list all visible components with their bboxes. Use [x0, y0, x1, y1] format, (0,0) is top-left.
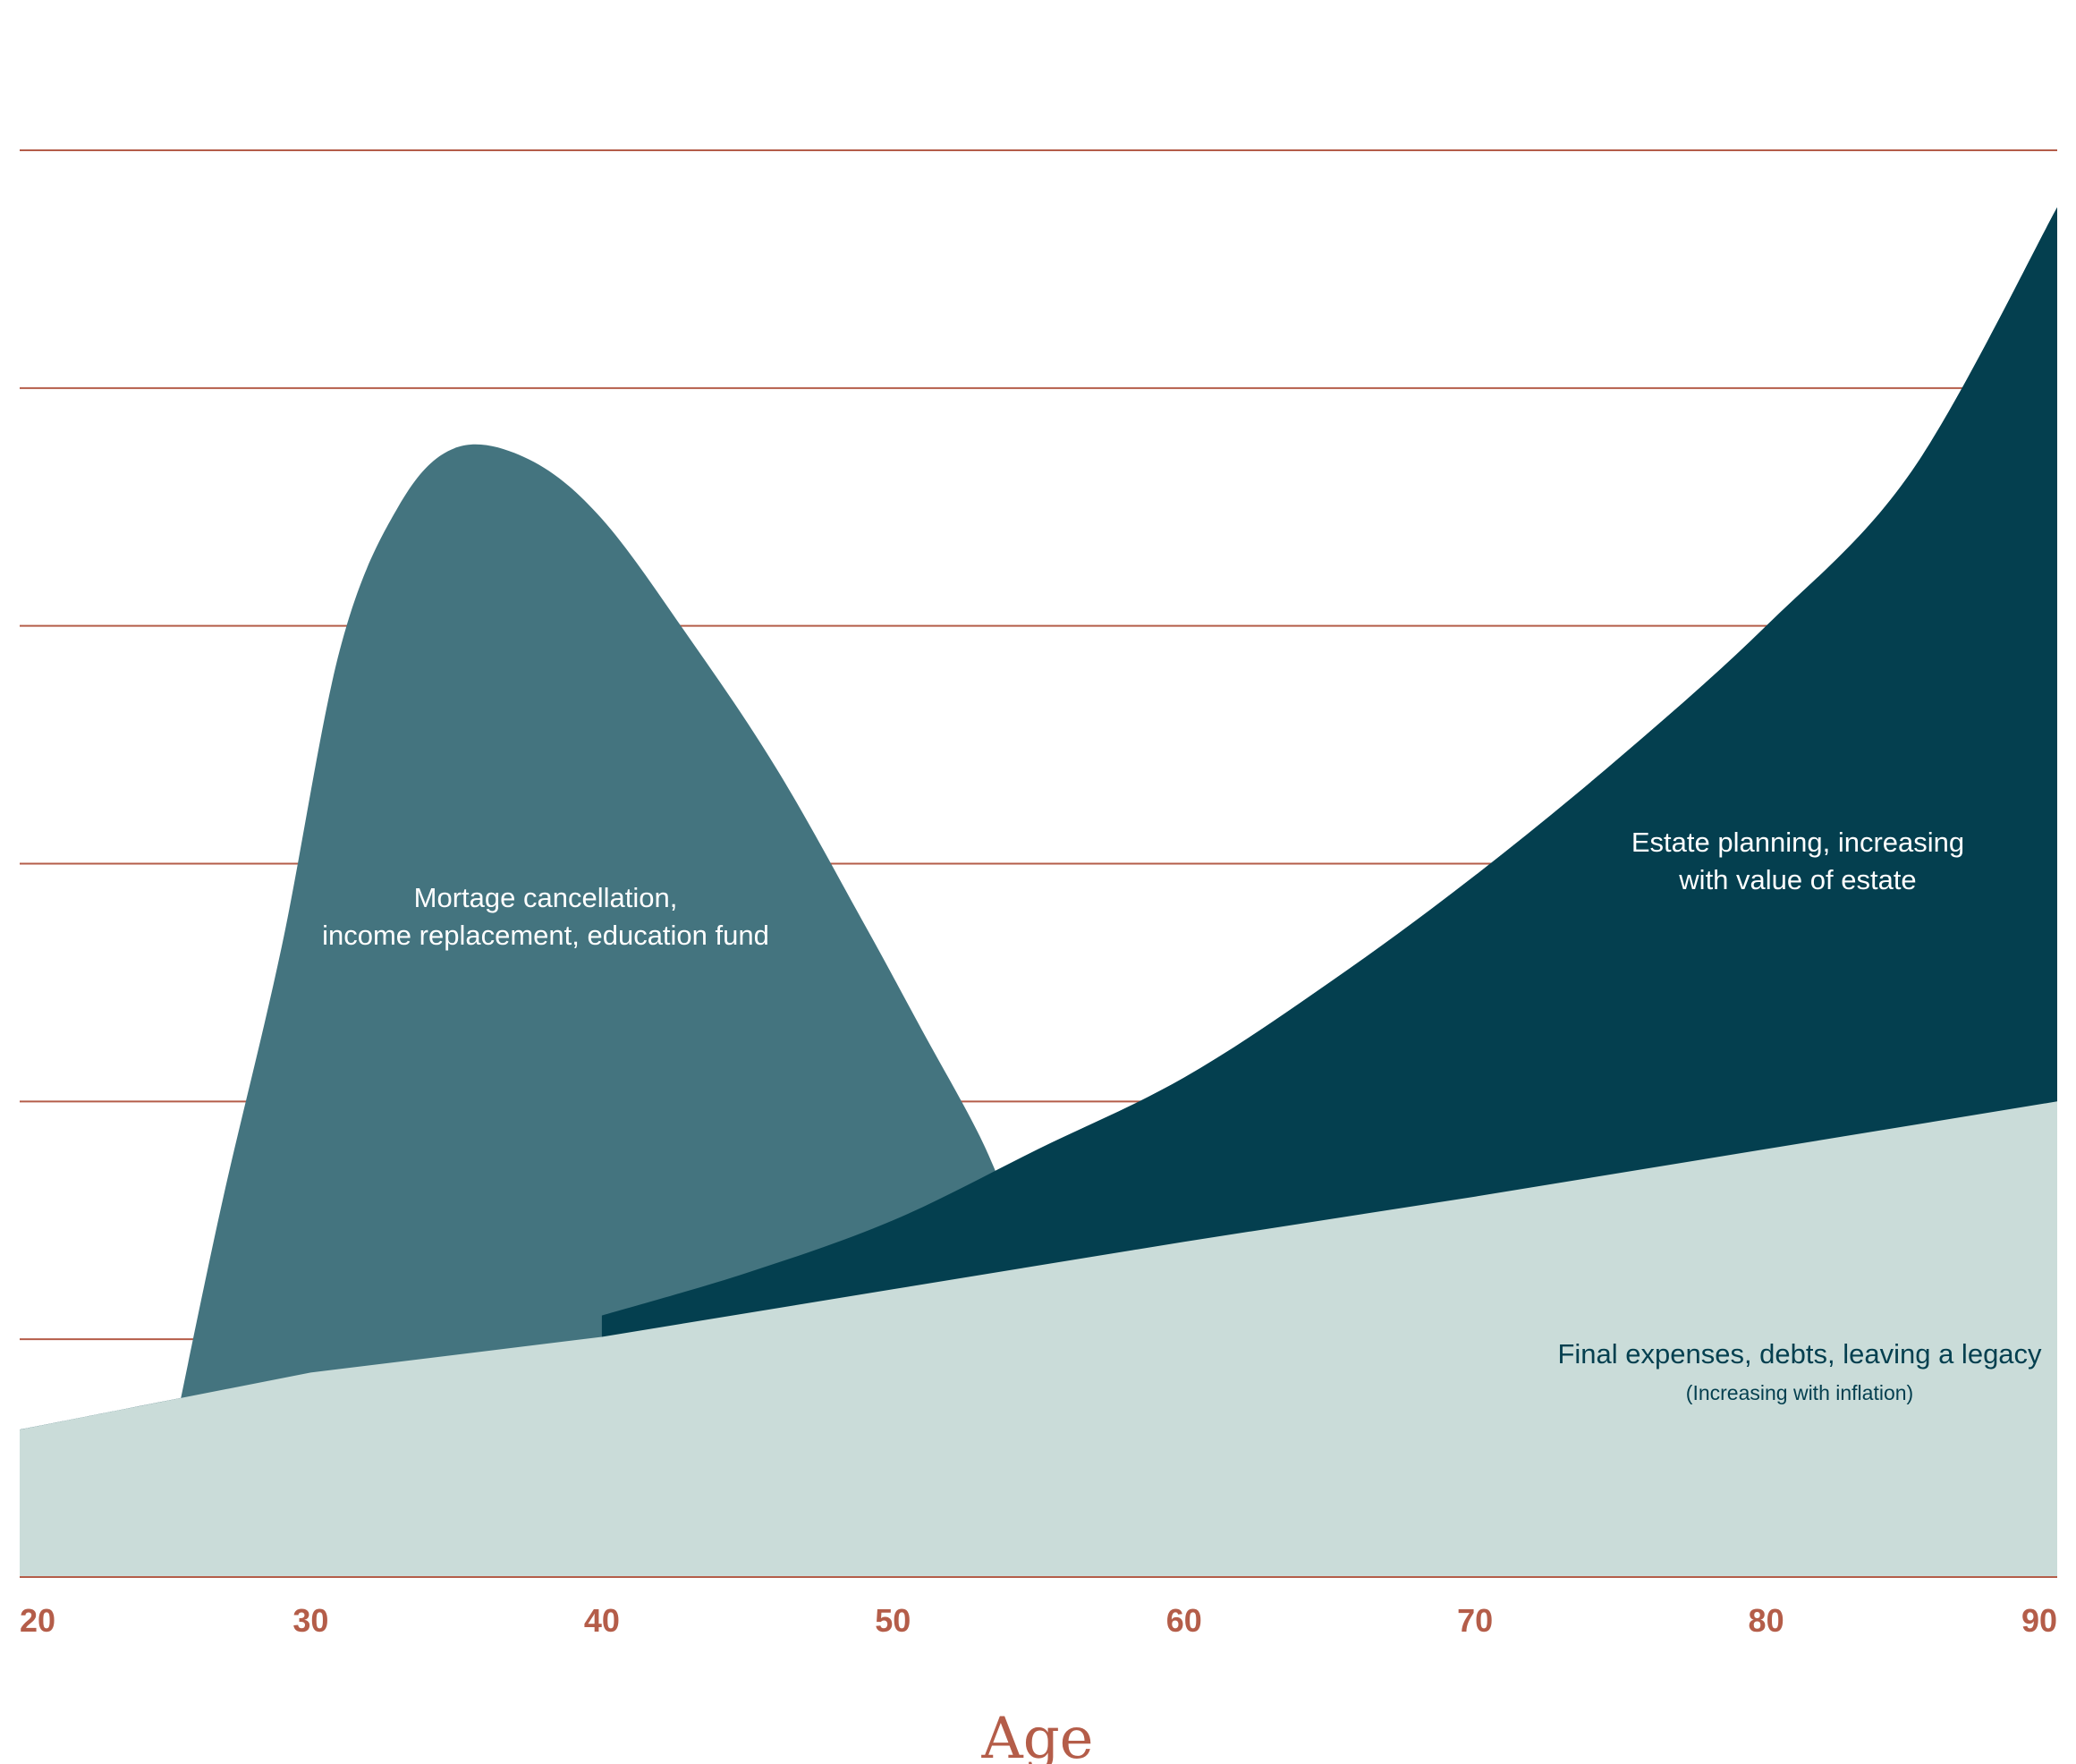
estate-area-label: Estate planning, increasing	[1631, 827, 1964, 858]
estate-area-label: with value of estate	[1678, 864, 1916, 895]
final-expenses-label: Final expenses, debts, leaving a legacy	[1557, 1338, 2042, 1370]
x-tick-label: 90	[2021, 1602, 2057, 1639]
area-labels: Mortage cancellation, income replacement,…	[322, 827, 2042, 1404]
x-tick-label: 50	[875, 1602, 911, 1639]
areas	[20, 207, 2057, 1578]
x-tick-label: 70	[1457, 1602, 1493, 1639]
x-tick-label: 20	[20, 1602, 55, 1639]
x-tick-label: 60	[1166, 1602, 1202, 1639]
x-axis-title: Age	[980, 1706, 1093, 1764]
final-expenses-sublabel: (Increasing with inflation)	[1686, 1381, 1913, 1404]
mortgage-area-label: Mortage cancellation,	[414, 882, 678, 913]
x-tick-label: 80	[1749, 1602, 1784, 1639]
x-tick-label: 30	[292, 1602, 328, 1639]
x-tick-label: 40	[584, 1602, 620, 1639]
x-tick-labels: 20 30 40 50 60 70 80 90	[20, 1602, 2057, 1639]
mortgage-area-label: income replacement, education fund	[322, 920, 769, 951]
final-expenses-area	[20, 1101, 2057, 1577]
